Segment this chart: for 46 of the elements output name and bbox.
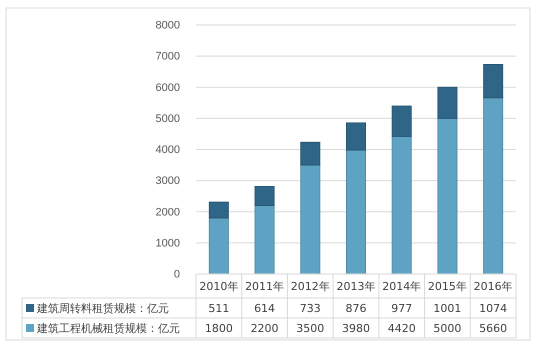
data-label: 733 — [300, 302, 321, 315]
y-tick-label: 2000 — [156, 206, 180, 218]
x-tick-label: 2010年 — [199, 280, 238, 293]
bar — [437, 118, 458, 274]
legend-label: 建筑周转料租赁规模：亿元 — [36, 302, 169, 315]
bar — [437, 86, 458, 119]
bar — [208, 218, 229, 274]
bar — [483, 64, 504, 98]
data-label: 614 — [254, 302, 276, 315]
y-tick-label: 6000 — [156, 82, 180, 94]
y-tick-label: 8000 — [156, 20, 180, 32]
bar — [392, 106, 412, 137]
data-label: 2200 — [250, 322, 279, 335]
y-tick-label: 4000 — [156, 144, 180, 156]
y-tick-label: 5000 — [156, 112, 180, 125]
bar — [346, 122, 366, 151]
x-tick-label: 2015年 — [428, 280, 467, 293]
bar — [254, 186, 275, 206]
x-tick-label: 2016年 — [474, 280, 513, 293]
x-tick-label: 2013年 — [336, 280, 376, 293]
bar — [392, 136, 412, 274]
bar — [483, 97, 504, 274]
x-tick-label: 2014年 — [382, 280, 422, 293]
data-label: 876 — [346, 302, 366, 315]
data-label: 3980 — [342, 322, 370, 335]
bar — [346, 150, 366, 274]
bar — [254, 205, 275, 274]
data-label: 1800 — [204, 322, 233, 335]
y-tick-label: 7000 — [156, 50, 180, 63]
data-label: 1074 — [479, 302, 508, 315]
x-tick-label: 2012年 — [290, 280, 330, 293]
data-label: 5660 — [479, 322, 508, 335]
y-tick-label: 0 — [174, 268, 180, 281]
data-label: 4420 — [388, 322, 416, 335]
bar — [300, 142, 320, 166]
x-tick-label: 2011年 — [245, 280, 284, 293]
data-label: 1001 — [433, 302, 462, 315]
legend-label: 建筑工程机械租赁规模：亿元 — [36, 322, 180, 335]
bar — [208, 202, 229, 218]
y-tick-label: 1000 — [156, 237, 180, 250]
data-label: 511 — [208, 302, 230, 315]
data-label: 3500 — [296, 322, 324, 335]
data-label: 5000 — [433, 322, 462, 335]
bar — [300, 164, 320, 274]
data-label: 977 — [391, 302, 412, 315]
y-tick-label: 3000 — [156, 175, 180, 188]
